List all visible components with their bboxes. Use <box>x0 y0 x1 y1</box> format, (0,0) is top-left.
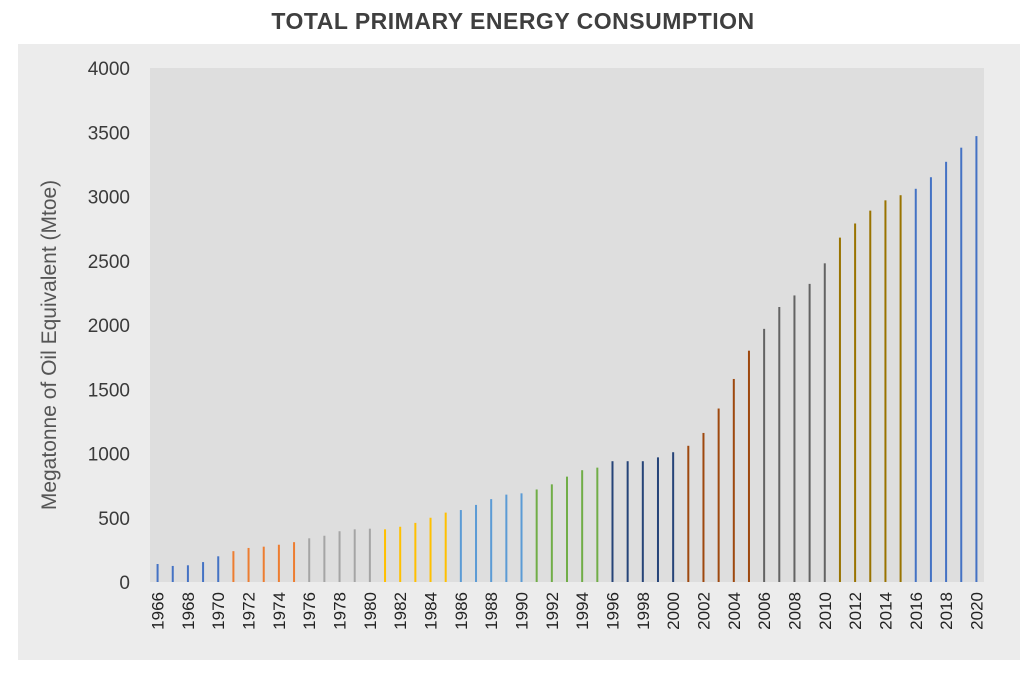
x-tick-2008: 2008 <box>785 592 804 630</box>
bar-2015 <box>899 195 902 582</box>
bar-2018 <box>945 161 948 582</box>
bar-2013 <box>869 210 872 582</box>
bar-2003 <box>717 408 720 582</box>
bar-1974 <box>277 544 280 582</box>
bar-1993 <box>566 476 568 582</box>
bar-1990 <box>520 493 523 582</box>
x-tick-1996: 1996 <box>603 592 622 630</box>
bar-1973 <box>262 546 265 582</box>
y-tick-1000: 1000 <box>88 445 130 466</box>
bar-2016 <box>914 188 917 583</box>
x-tick-2006: 2006 <box>755 592 774 630</box>
bar-2020 <box>975 136 978 582</box>
x-axis-ticks: 1966 1968 1970 1972 1974 1976 1978 1980 1982 1984… <box>149 592 987 630</box>
bar-1975 <box>293 542 296 582</box>
x-tick-1988: 1988 <box>482 592 501 630</box>
bar-1978 <box>338 531 341 582</box>
bar-1976 <box>308 538 311 582</box>
y-tick-3500: 3500 <box>88 123 130 144</box>
bar-1995 <box>596 467 599 582</box>
x-tick-2002: 2002 <box>694 592 713 630</box>
x-tick-1990: 1990 <box>513 592 532 630</box>
bar-2008 <box>793 295 796 582</box>
bar-2014 <box>884 200 887 582</box>
bar-1998 <box>641 461 644 582</box>
bar-2011 <box>838 237 841 582</box>
bars-group <box>156 136 978 583</box>
x-tick-1966: 1966 <box>149 592 168 630</box>
bar-1971 <box>232 551 235 582</box>
bar-1981 <box>384 529 387 582</box>
y-tick-4000: 4000 <box>88 59 130 80</box>
bar-1970 <box>217 556 220 582</box>
bar-1966 <box>156 564 159 582</box>
y-tick-3000: 3000 <box>88 188 130 209</box>
bar-1984 <box>429 517 432 582</box>
x-tick-2004: 2004 <box>725 592 744 630</box>
bar-1967 <box>171 565 174 582</box>
x-tick-1980: 1980 <box>361 592 380 630</box>
x-tick-2012: 2012 <box>846 592 865 630</box>
bar-2010 <box>823 263 826 582</box>
y-tick-500: 500 <box>98 509 130 530</box>
bar-2007 <box>778 307 781 582</box>
bar-2012 <box>854 223 857 583</box>
x-tick-1994: 1994 <box>573 592 592 630</box>
bar-1977 <box>323 535 326 582</box>
bar-1968 <box>186 565 189 582</box>
y-axis-ticks: 0 500 1000 1500 2000 2500 3000 3500 4000 <box>88 59 130 594</box>
x-tick-1992: 1992 <box>543 592 562 630</box>
x-tick-2010: 2010 <box>816 592 835 630</box>
bar-1991 <box>535 489 538 582</box>
bar-1989 <box>505 494 508 582</box>
bar-1983 <box>414 522 417 582</box>
bar-2000 <box>672 452 675 582</box>
bar-2001 <box>687 445 690 582</box>
bar-1980 <box>368 528 371 582</box>
x-tick-2000: 2000 <box>664 592 683 630</box>
x-tick-1998: 1998 <box>634 592 653 630</box>
bar-1986 <box>459 510 462 582</box>
bar-1988 <box>490 499 493 582</box>
x-tick-1976: 1976 <box>300 592 319 630</box>
x-tick-1968: 1968 <box>179 592 198 630</box>
bar-1996 <box>611 461 614 582</box>
x-tick-2020: 2020 <box>967 592 986 630</box>
x-tick-2014: 2014 <box>876 592 895 630</box>
bar-2009 <box>808 283 811 582</box>
bar-2005 <box>747 350 750 582</box>
x-tick-1986: 1986 <box>452 592 471 630</box>
bar-1994 <box>581 470 584 582</box>
y-axis-label: Megatonne of Oil Equivalent (Mtoe) <box>38 180 61 510</box>
bar-2019 <box>960 147 963 583</box>
bar-2004 <box>732 378 735 582</box>
bar-1972 <box>247 547 250 582</box>
y-tick-2000: 2000 <box>88 316 130 337</box>
bar-1969 <box>202 562 205 582</box>
x-tick-1978: 1978 <box>331 592 350 630</box>
chart-title: TOTAL PRIMARY ENERGY CONSUMPTION <box>271 8 755 34</box>
bar-2002 <box>702 432 705 582</box>
x-tick-1970: 1970 <box>209 592 228 630</box>
bar-1997 <box>626 461 629 582</box>
y-tick-1500: 1500 <box>88 380 130 401</box>
bar-1987 <box>475 504 478 582</box>
x-tick-1972: 1972 <box>240 592 259 630</box>
bar-1985 <box>444 512 447 582</box>
x-tick-1984: 1984 <box>422 592 441 630</box>
y-tick-0: 0 <box>119 573 130 594</box>
x-tick-1974: 1974 <box>270 592 289 630</box>
bar-1979 <box>353 529 356 582</box>
bar-2006 <box>763 328 766 582</box>
x-tick-1982: 1982 <box>391 592 410 630</box>
bar-2017 <box>929 177 932 583</box>
bar-1982 <box>399 526 402 582</box>
x-tick-2018: 2018 <box>937 592 956 630</box>
x-tick-2016: 2016 <box>907 592 926 630</box>
bar-1992 <box>550 484 553 582</box>
bar-1999 <box>656 457 659 582</box>
y-tick-2500: 2500 <box>88 252 130 273</box>
